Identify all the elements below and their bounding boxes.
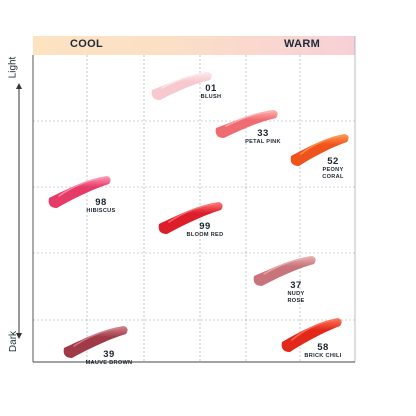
swatch-number: 33 [257, 128, 269, 139]
swatch-stroke [158, 202, 223, 234]
swatch-nudy-rose[interactable] [250, 250, 320, 292]
swatch-stroke [253, 256, 316, 286]
swatch-hibiscus[interactable] [45, 170, 115, 214]
swatch-name: NUDY ROSE [287, 291, 305, 304]
swatch-highlight [291, 319, 335, 341]
swatch-number: 37 [290, 280, 302, 291]
swatch-label-peony-coral: 52 PEONY CORAL [316, 156, 350, 180]
swatch-stroke [290, 134, 349, 166]
dark-axis-label: Dark [8, 330, 20, 353]
swatch-label-brick-chili: 58 BRICK CHILI [300, 342, 346, 360]
swatch-label-mauve-brown: 39 MAUVE BROWN [84, 349, 134, 367]
swatch-number: 01 [205, 83, 217, 94]
swatch-name: BRICK CHILI [304, 353, 342, 360]
swatch-stroke [48, 176, 111, 208]
swatch-highlight [168, 203, 216, 223]
swatch-label-nudy-rose: 37 NUDY ROSE [280, 280, 312, 304]
cool-warm-gradient-bar [33, 36, 355, 55]
swatch-highlight [58, 177, 104, 197]
swatch-name: BLOOM RED [186, 232, 224, 239]
swatch-mauve-brown[interactable] [60, 320, 132, 364]
swatch-highlight [225, 111, 271, 127]
swatch-label-petal-pink: 33 PETAL PINK [243, 128, 283, 146]
swatch-stroke [281, 318, 342, 352]
swatch-petal-pink[interactable] [212, 104, 282, 144]
swatch-highlight [263, 257, 309, 275]
swatch-blush[interactable] [148, 66, 216, 106]
swatch-highlight [73, 327, 121, 347]
swatch-name: HIBISCUS [86, 208, 116, 215]
swatch-stroke [151, 72, 212, 100]
light-axis-label: Light [7, 56, 19, 79]
swatch-number: 58 [317, 342, 329, 353]
swatch-bloom-red[interactable] [155, 196, 227, 240]
swatch-brick-chili[interactable] [278, 312, 346, 358]
swatch-label-hibiscus: 98 HIBISCUS [84, 197, 118, 215]
swatch-peony-coral[interactable] [287, 128, 353, 172]
swatch-label-blush: 01 BLUSH [194, 83, 228, 101]
swatch-name: MAUVE BROWN [85, 360, 133, 367]
swatch-stroke [215, 110, 278, 138]
swatch-label-bloom-red: 99 BLOOM RED [184, 221, 226, 239]
warm-label: WARM [284, 38, 321, 50]
swatch-highlight [300, 135, 342, 155]
cool-label: COOL [70, 38, 103, 50]
swatch-stroke [63, 326, 128, 358]
swatch-number: 98 [95, 197, 107, 208]
swatch-name: BLUSH [200, 94, 222, 101]
swatch-number: 52 [327, 156, 339, 167]
swatch-number: 99 [199, 221, 211, 232]
swatch-name: PEONY CORAL [322, 167, 344, 180]
swatch-name: PETAL PINK [245, 139, 281, 146]
swatch-highlight [161, 73, 205, 89]
swatch-number: 39 [103, 349, 115, 360]
